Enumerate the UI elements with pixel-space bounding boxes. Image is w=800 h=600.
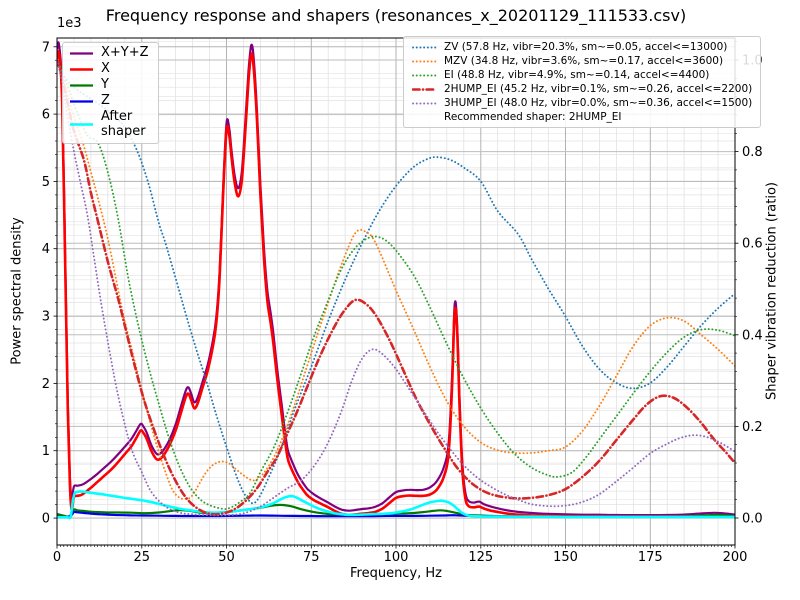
- y-left-tick-label: 6: [42, 108, 50, 123]
- legend-item-y: Y: [69, 76, 149, 93]
- y-right-tick-label: 0.4: [742, 328, 763, 343]
- y-left-tick-label: 5: [42, 175, 50, 190]
- legend-item-after: After shaper: [69, 108, 149, 140]
- series-after-line: [57, 490, 735, 520]
- series-zv-line: [57, 59, 735, 505]
- legend-label-3hump_ei: 3HUMP_EI (48.0 Hz, vibr=0.0%, sm~=0.36, …: [444, 97, 753, 110]
- legend-sample-mzv: [412, 60, 437, 63]
- legend-label-zv: ZV (57.8 Hz, vibr=20.3%, sm~=0.05, accel…: [444, 41, 728, 53]
- legend-sample-y: [70, 84, 93, 87]
- y-right-tick-label: 0.6: [742, 237, 763, 252]
- legend-shapers: ZV (57.8 Hz, vibr=20.3%, sm~=0.05, accel…: [403, 36, 762, 129]
- legend-sample-after: [70, 123, 93, 126]
- series-ei-line: [57, 59, 735, 510]
- y-axis-label-right: Shaper vibration reduction (ratio): [764, 182, 780, 400]
- series-x-line: [57, 49, 735, 518]
- y-left-offset-label: 1e3: [57, 16, 82, 31]
- x-tick-label: 75: [303, 550, 320, 565]
- legend-label-y: Y: [101, 76, 109, 92]
- legend-sample-2hump_ei: [412, 87, 437, 91]
- legend-sample-z: [70, 100, 93, 103]
- chart-title: Frequency response and shapers (resonanc…: [105, 6, 687, 25]
- x-tick-label: 150: [553, 550, 578, 565]
- legend-label-ei: EI (48.8 Hz, vibr=4.9%, sm~=0.14, accel<…: [444, 69, 710, 82]
- legend-item-2hump_ei: 2HUMP_EI (45.2 Hz, vibr=0.1%, sm~=0.26, …: [412, 83, 752, 95]
- legend-item-ei: EI (48.8 Hz, vibr=4.9%, sm~=0.14, accel<…: [412, 69, 752, 81]
- legend-item-3hump_ei: 3HUMP_EI (48.0 Hz, vibr=0.0%, sm~=0.36, …: [412, 97, 752, 109]
- legend-sample-xyz: [70, 52, 93, 55]
- legend-label-after: After shaper: [101, 108, 146, 139]
- y-left-tick-label: 4: [42, 242, 50, 257]
- legend-label-x: X: [101, 60, 110, 76]
- y-right-tick-label: 0.8: [742, 145, 763, 160]
- curves: [57, 41, 735, 520]
- legend-sample-x: [70, 68, 93, 71]
- legend-item-xyz: X+Y+Z: [69, 45, 149, 61]
- x-tick-label: 125: [468, 550, 493, 565]
- legend-sample-3hump_ei: [412, 102, 437, 105]
- x-tick-label: 100: [384, 550, 409, 565]
- legend-item-z: Z: [69, 92, 149, 109]
- legend-sample-zv: [412, 46, 437, 48]
- legend-sample-ei: [412, 74, 437, 77]
- legend-label-mzv: MZV (34.8 Hz, vibr=3.6%, sm~=0.17, accel…: [444, 55, 724, 68]
- legend-label-xyz: X+Y+Z: [101, 45, 149, 60]
- x-tick-label: 25: [134, 550, 151, 565]
- legend-label-z: Z: [101, 92, 110, 108]
- series-2hump_ei-line: [57, 58, 735, 516]
- legend-item-mzv: MZV (34.8 Hz, vibr=3.6%, sm~=0.17, accel…: [412, 55, 752, 67]
- x-tick-label: 175: [638, 550, 663, 565]
- x-tick-label: 200: [723, 550, 748, 565]
- y-left-tick-label: 2: [42, 377, 50, 392]
- series-mzv-line: [57, 59, 735, 500]
- legend-item-recommendation: Recommended shaper: 2HUMP_EI: [412, 111, 752, 123]
- y-right-tick-label: 0.2: [742, 420, 763, 435]
- x-tick-label: 0: [53, 550, 61, 565]
- y-right-tick-label: 0.0: [742, 512, 763, 527]
- y-axis-label-left: Power spectral density: [9, 217, 25, 365]
- x-tick-label: 50: [218, 550, 235, 565]
- y-left-tick-label: 3: [42, 310, 50, 325]
- x-axis-label: Frequency, Hz: [349, 566, 443, 581]
- legend-label-2hump_ei: 2HUMP_EI (45.2 Hz, vibr=0.1%, sm~=0.26, …: [444, 83, 753, 96]
- y-left-tick-label: 0: [42, 512, 50, 527]
- series-3hump_ei-line: [57, 59, 735, 517]
- legend-item-x: X: [69, 60, 149, 77]
- legend-recommendation-text: Recommended shaper: 2HUMP_EI: [444, 111, 622, 124]
- legend-psd: X+Y+Z X Y Z After shaper: [62, 42, 159, 144]
- y-left-tick-label: 1: [42, 444, 50, 459]
- y-left-tick-label: 7: [42, 40, 50, 55]
- legend-item-zv: ZV (57.8 Hz, vibr=20.3%, sm~=0.05, accel…: [412, 41, 752, 53]
